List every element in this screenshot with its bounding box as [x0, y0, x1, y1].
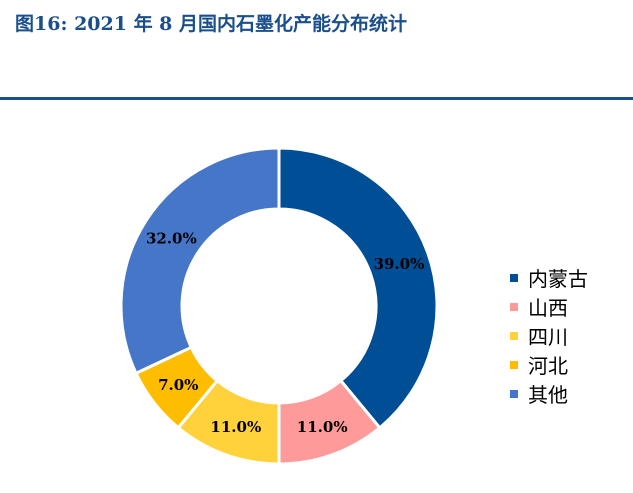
legend-swatch	[510, 273, 518, 282]
legend-swatch	[510, 302, 518, 311]
legend-label: 内蒙古	[528, 267, 588, 291]
legend-item: 其他	[510, 379, 588, 408]
figure-title: 图16: 2021 年 8 月国内石墨化产能分布统计	[15, 13, 408, 35]
legend-item: 四川	[510, 321, 588, 350]
legend-swatch	[510, 331, 518, 340]
data-label: 7.0%	[158, 376, 198, 394]
donut-slice	[277, 146, 439, 430]
data-label: 11.0%	[210, 418, 261, 436]
legend-label: 其他	[528, 383, 568, 407]
title-divider	[0, 97, 633, 100]
data-label: 39.0%	[374, 255, 425, 273]
chart-legend: 内蒙古 山西 四川 河北 其他	[510, 263, 588, 408]
legend-swatch	[510, 360, 518, 369]
data-label: 11.0%	[297, 418, 348, 436]
legend-swatch	[510, 389, 518, 398]
legend-label: 山西	[528, 296, 568, 320]
legend-item: 河北	[510, 350, 588, 379]
legend-item: 内蒙古	[510, 263, 588, 292]
legend-label: 四川	[528, 325, 568, 349]
donut-slice	[119, 146, 281, 376]
data-label: 32.0%	[146, 230, 197, 248]
legend-label: 河北	[528, 354, 568, 378]
legend-item: 山西	[510, 292, 588, 321]
